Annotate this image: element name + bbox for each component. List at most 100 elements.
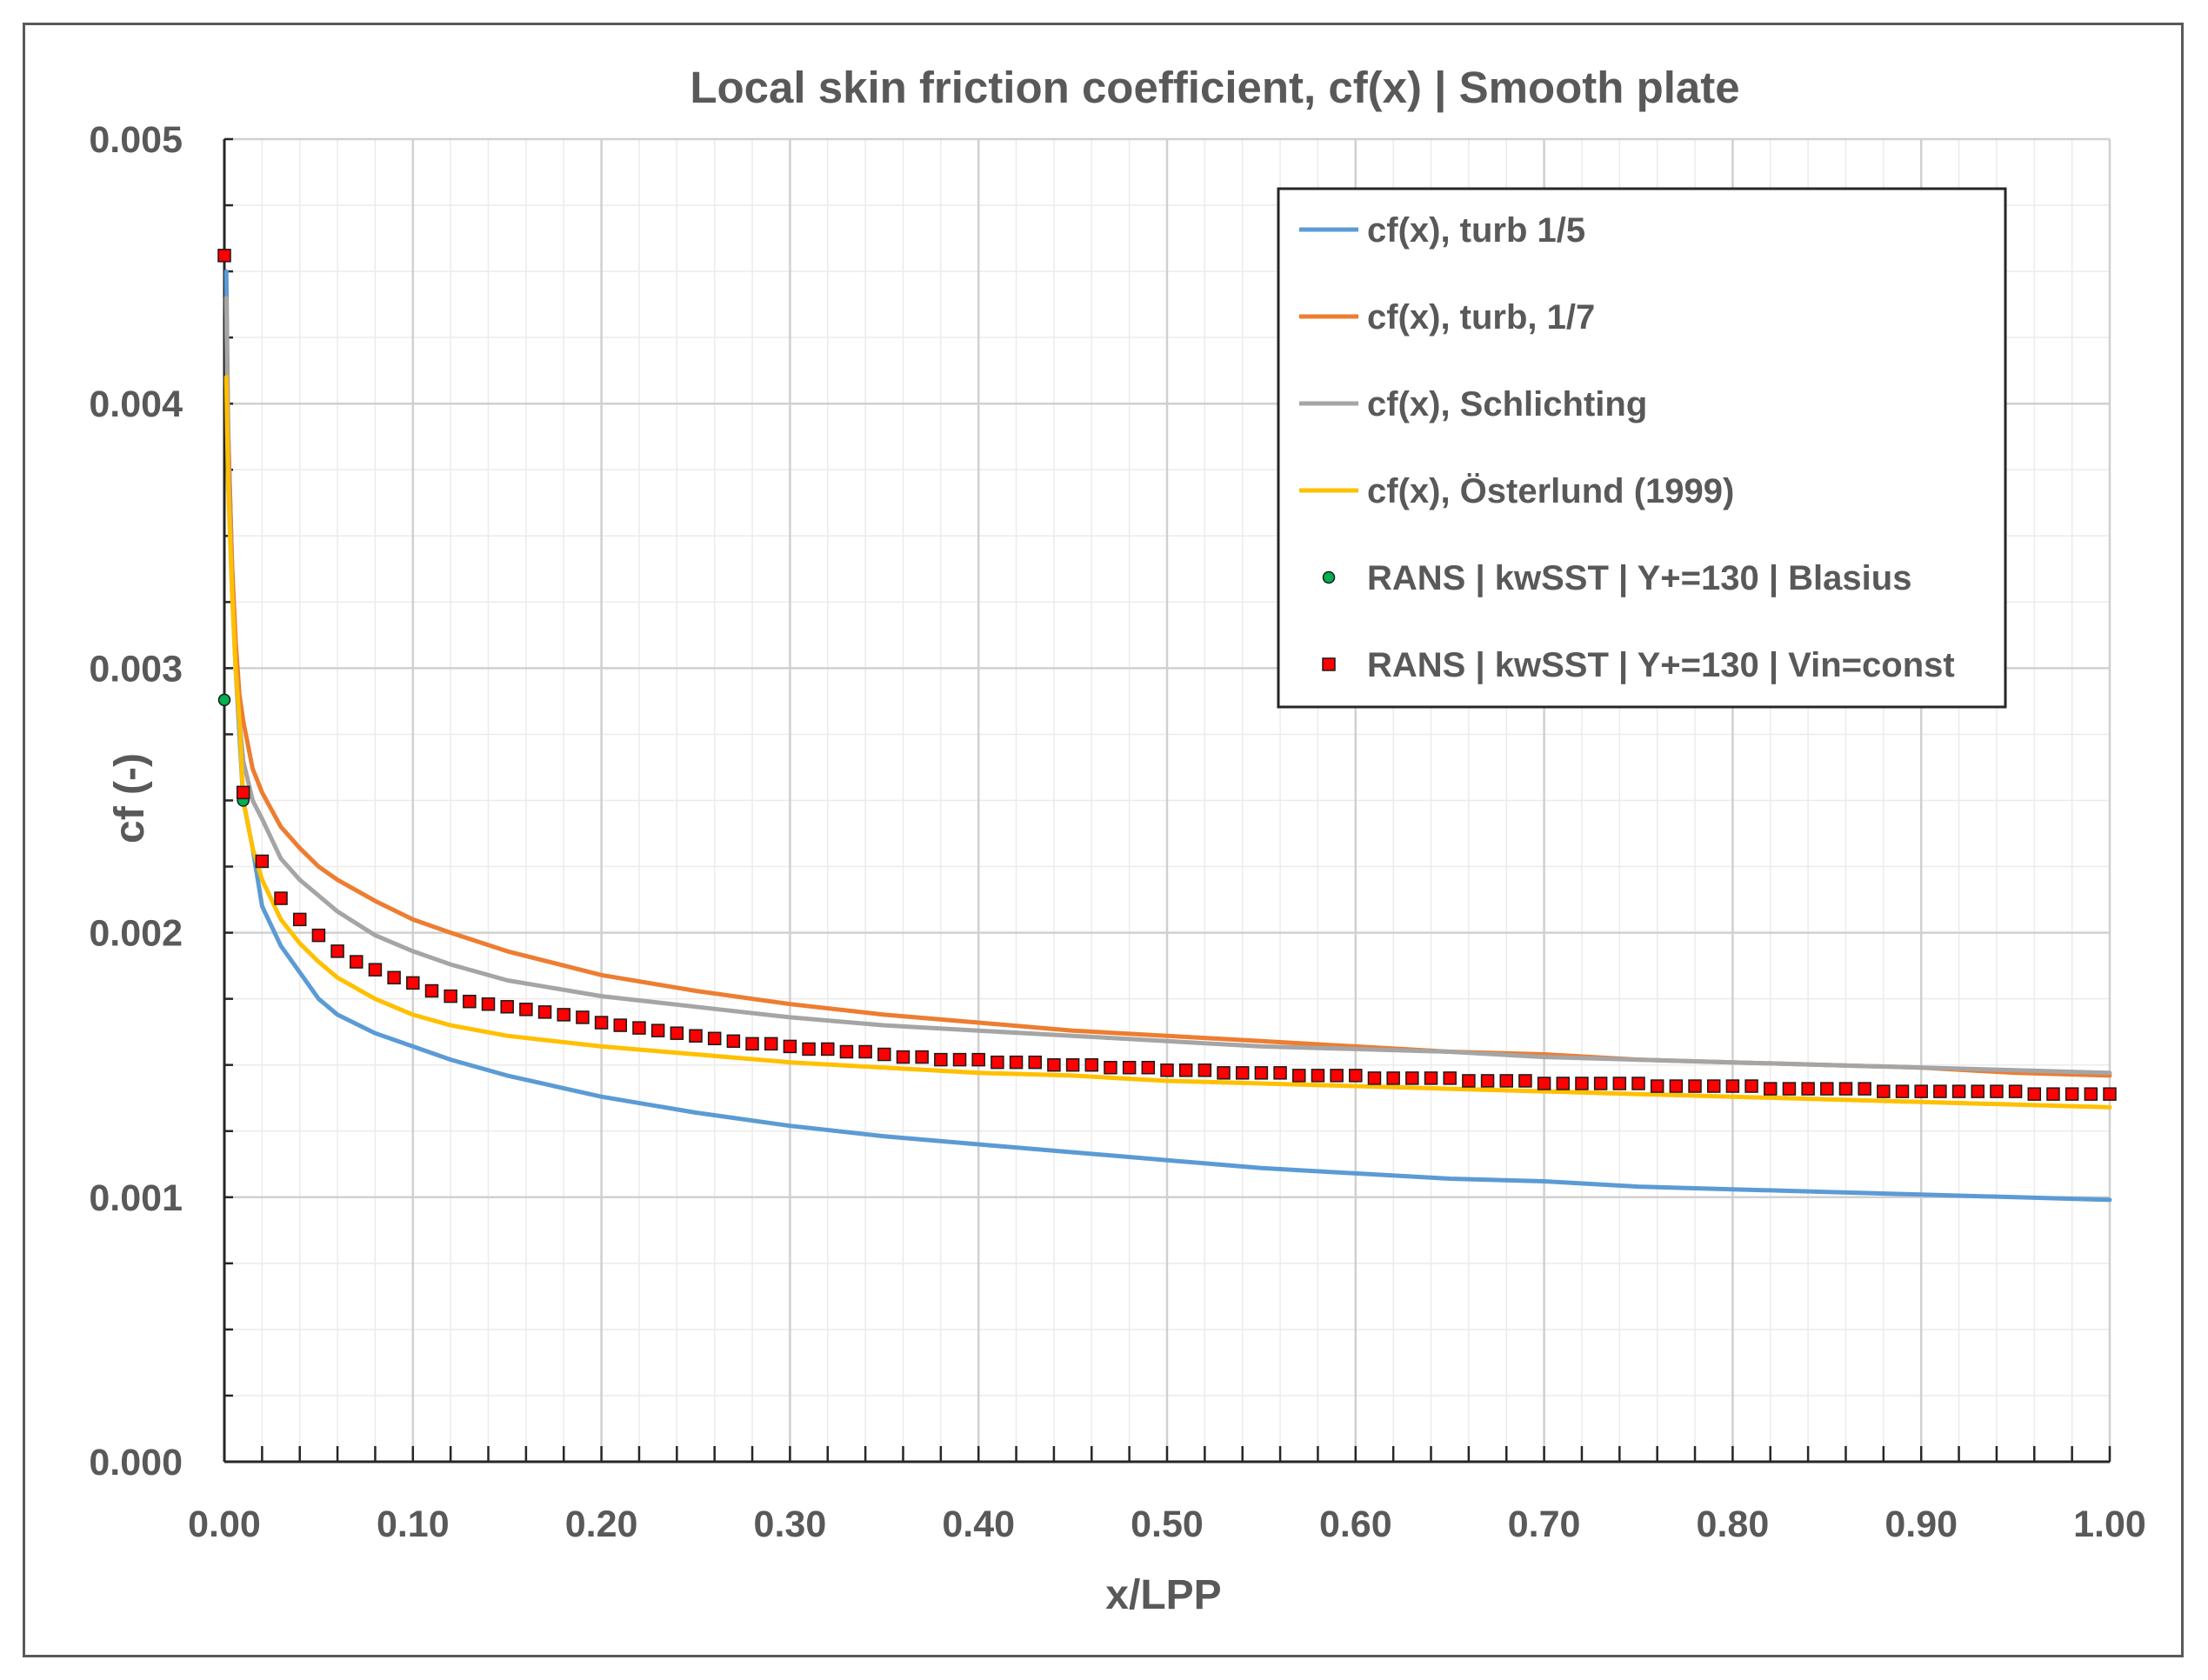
vin-const-point	[1178, 1063, 1193, 1077]
vin-const-point	[971, 1052, 985, 1067]
vin-const-point	[632, 1021, 646, 1035]
legend-label: cf(x), Schlichting	[1367, 385, 1647, 423]
vin-const-point	[387, 970, 401, 985]
vin-const-point	[2084, 1087, 2098, 1101]
vin-const-point	[613, 1018, 628, 1032]
legend-item-2: cf(x), turb, 1/7	[1299, 298, 1595, 337]
vin-const-point	[1706, 1079, 1721, 1093]
vin-const-point	[1424, 1071, 1438, 1085]
vin-const-point	[1330, 1069, 1344, 1083]
vin-const-point	[1858, 1082, 1871, 1096]
x-tick-label: 0.10	[377, 1503, 450, 1545]
vin-const-point	[274, 891, 288, 905]
vin-const-point	[1914, 1084, 1928, 1098]
vin-const-point	[519, 1003, 533, 1017]
vin-const-point	[1764, 1082, 1778, 1096]
vin-const-point	[1311, 1069, 1325, 1083]
vin-const-point	[1028, 1055, 1042, 1070]
vin-const-point	[1443, 1071, 1457, 1085]
vin-const-point	[1141, 1060, 1156, 1075]
vin-const-point	[650, 1023, 665, 1037]
vin-const-point	[1122, 1060, 1137, 1075]
vin-const-point	[2027, 1087, 2042, 1101]
vin-const-point	[1971, 1084, 1985, 1098]
vin-const-point	[350, 955, 364, 969]
vin-const-point	[1104, 1060, 1117, 1075]
vin-const-point	[1820, 1082, 1834, 1096]
vin-const-point	[2103, 1087, 2117, 1101]
vin-const-point	[1499, 1074, 1513, 1088]
vin-const-point	[406, 976, 420, 990]
vin-const-point	[594, 1016, 609, 1030]
vin-const-point	[217, 249, 231, 263]
vin-const-point	[500, 1000, 514, 1014]
vin-const-point	[764, 1037, 778, 1051]
y-tick-label: 0.001	[89, 1177, 183, 1219]
series-lines	[223, 269, 2112, 1203]
vin-const-point	[311, 928, 326, 943]
vin-const-point	[2008, 1084, 2023, 1098]
legend-item-1: cf(x), turb 1/5	[1299, 211, 1585, 250]
vin-const-point	[1084, 1057, 1099, 1072]
series-line-4	[223, 375, 2112, 1110]
vin-const-point	[1801, 1082, 1815, 1096]
vin-const-point	[1235, 1066, 1250, 1080]
x-tick-label: 0.20	[565, 1503, 638, 1545]
vin-const-point	[368, 963, 383, 977]
vin-const-point	[1254, 1066, 1269, 1080]
x-axis-label: x/LPP	[1105, 1572, 1221, 1618]
legend-label: RANS | kwSST | Y+=130 | Vin=const	[1367, 646, 1955, 684]
vin-const-point	[1065, 1057, 1080, 1072]
legend: cf(x), turb 1/5 cf(x), turb, 1/7 cf(x), Sc…	[1277, 187, 2007, 709]
vin-const-point	[991, 1055, 1004, 1070]
vin-const-point	[1217, 1066, 1231, 1080]
vin-const-point	[444, 989, 457, 1003]
vin-const-point	[670, 1026, 684, 1040]
vin-const-point	[1197, 1063, 1212, 1077]
x-tick-label: 0.60	[1319, 1503, 1392, 1545]
x-tick-label: 0.00	[188, 1503, 261, 1545]
vin-const-point	[1480, 1074, 1495, 1088]
vin-const-point	[1650, 1079, 1664, 1093]
vin-const-point	[896, 1050, 911, 1064]
vin-const-point	[1725, 1079, 1740, 1093]
vin-const-point	[1990, 1084, 2004, 1098]
vin-const-point	[1349, 1069, 1363, 1083]
x-tick-label: 0.70	[1508, 1503, 1581, 1545]
vin-const-point	[330, 944, 344, 958]
vin-const-point	[2065, 1087, 2079, 1101]
vin-const-point	[537, 1005, 552, 1019]
legend-item-4: cf(x), Österlund (1999)	[1299, 471, 1734, 510]
y-tick-labels: 0.000 0.001 0.002 0.003 0.004 0.005	[89, 119, 183, 1483]
vin-const-point	[915, 1050, 929, 1064]
vin-const-point	[1895, 1084, 1910, 1098]
series-line-3	[223, 296, 2112, 1076]
vin-const-point	[576, 1010, 590, 1024]
vin-const-point	[821, 1042, 835, 1057]
vin-const-point	[236, 785, 250, 800]
vin-const-point	[1593, 1077, 1608, 1090]
y-tick-label: 0.003	[89, 648, 183, 690]
vin-const-point	[934, 1052, 948, 1067]
y-tick-label: 0.005	[89, 119, 183, 161]
vin-const-point	[745, 1037, 759, 1051]
vin-const-point	[1612, 1077, 1627, 1090]
legend-swatch-square	[1322, 657, 1336, 671]
vin-const-point	[839, 1044, 854, 1059]
vin-const-point	[1009, 1055, 1024, 1070]
legend-item-5: RANS | kwSST | Y+=130 | Blasius	[1322, 559, 1911, 597]
vin-const-point	[1537, 1077, 1551, 1090]
x-tick-label: 0.30	[754, 1503, 827, 1545]
vin-const-point	[1669, 1079, 1684, 1093]
vin-const-point	[1575, 1077, 1589, 1090]
x-tick-label: 1.00	[2073, 1503, 2146, 1545]
vin-const-point	[1367, 1071, 1382, 1085]
vin-const-point	[1782, 1082, 1797, 1096]
vin-const-point	[1951, 1084, 1966, 1098]
vin-const-point	[1160, 1063, 1174, 1077]
y-tick-label: 0.004	[89, 383, 183, 425]
vin-const-point	[783, 1039, 797, 1054]
vin-const-point	[1518, 1074, 1532, 1088]
vin-const-point	[1386, 1071, 1400, 1085]
vin-const-point	[2046, 1087, 2060, 1101]
